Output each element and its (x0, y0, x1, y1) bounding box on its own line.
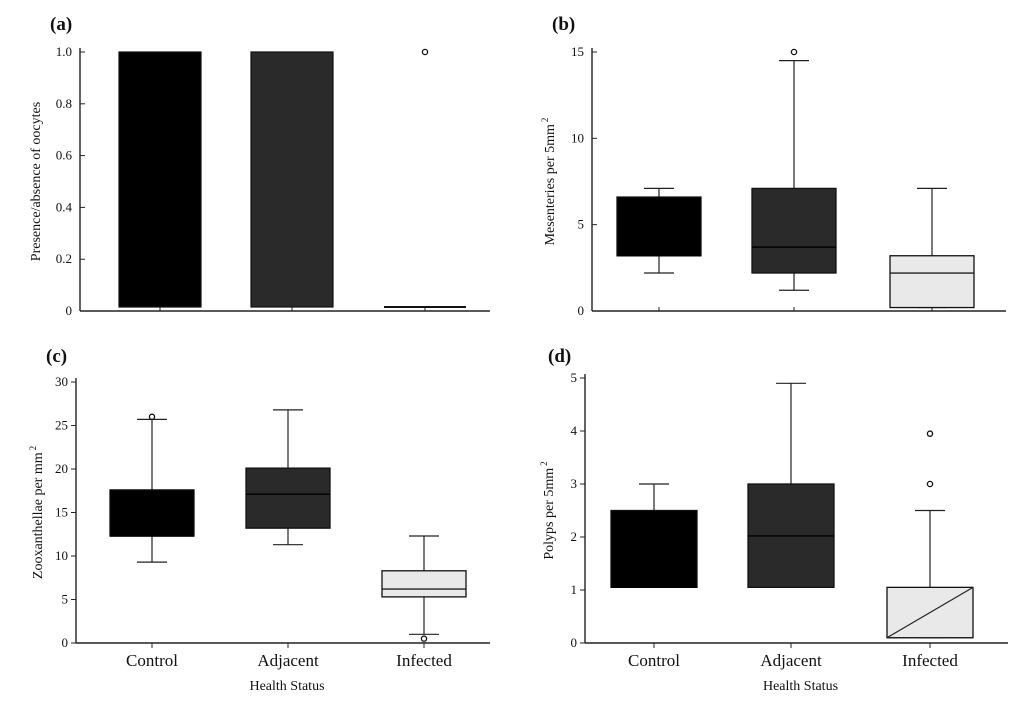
panel-letter: (a) (50, 14, 72, 35)
y-tick-label: 5 (62, 592, 69, 607)
y-axis-label-superscript: 2 (539, 461, 549, 466)
y-tick-label: 15 (55, 505, 68, 520)
panel-b: (b) 0 5 10 15 Mesenteries per 5mm2 (540, 14, 1006, 318)
y-axis-label-text: Presence/absence of oocytes (29, 102, 44, 261)
y-tick-label: 0 (62, 635, 69, 650)
y-tick-label: 5 (578, 217, 585, 232)
outlier-point (790, 48, 798, 56)
y-tick-label: 3 (571, 476, 578, 491)
x-axis-title: Health Status (763, 679, 838, 694)
panel-d: (d) 0 1 2 3 4 5 Polyps per 5mm 2 Control Adjacent I… (539, 346, 1008, 694)
x-axis-title: Health Status (249, 679, 324, 694)
y-tick-label: 0.4 (56, 199, 73, 214)
bar-control (118, 51, 202, 308)
bar-adjacent (250, 51, 334, 308)
x-category-label: Control (126, 651, 178, 670)
y-tick-label: 2 (571, 529, 578, 544)
y-tick-label: 0.2 (56, 251, 72, 266)
y-axis-label: Polyps per 5mm 2 (539, 461, 557, 559)
y-tick-label: 4 (571, 423, 578, 438)
x-category-label: Adjacent (257, 651, 319, 670)
box-control (109, 489, 195, 537)
outlier-point (420, 635, 428, 642)
outlier-point (926, 480, 934, 488)
panel-c: (c) 0 5 10 15 20 25 30 Zooxanthellae per mm2 Cont… (28, 346, 490, 694)
x-category-label: Infected (902, 651, 958, 670)
box-infected (889, 255, 975, 309)
y-tick-label: 20 (55, 461, 68, 476)
y-tick-label: 10 (571, 130, 584, 145)
y-axis-label-text: Zooxanthellae per mm (31, 452, 46, 579)
x-category-label: Adjacent (760, 651, 822, 670)
y-axis-label-text: Mesenteries per 5mm (543, 124, 558, 245)
y-tick-label: 0 (66, 303, 73, 318)
panel-letter: (c) (46, 346, 67, 367)
panel-letter: (d) (548, 346, 571, 367)
y-tick-label: 30 (55, 374, 68, 389)
box-infected (381, 570, 467, 598)
outlier-point (926, 430, 934, 437)
box-adjacent (751, 187, 837, 274)
y-axis-label-text: Polyps per 5mm (542, 468, 557, 560)
x-category-label: Control (628, 651, 680, 670)
box-control (610, 509, 698, 588)
y-tick-label: 5 (571, 370, 578, 385)
y-tick-label: 0 (571, 635, 578, 650)
outlier-point (148, 413, 156, 421)
panel-letter: (b) (552, 14, 575, 35)
y-tick-label: 0.6 (56, 148, 73, 163)
y-axis-label: Mesenteries per 5mm2 (540, 118, 558, 246)
y-tick-label: 1.0 (56, 44, 72, 59)
panel-a: (a) 0 0.2 0.4 0.6 0.8 1.0 Presence/absence of o… (29, 14, 490, 318)
box-diagonal (886, 586, 974, 639)
y-tick-label: 15 (571, 44, 584, 59)
y-axis-label-superscript: 2 (540, 118, 550, 123)
x-category-label: Infected (396, 651, 452, 670)
y-axis-label-superscript: 2 (28, 446, 38, 451)
outlier-point (421, 48, 429, 56)
y-tick-label: 25 (55, 418, 68, 433)
y-tick-label: 0 (578, 303, 585, 318)
y-tick-label: 0.8 (56, 96, 72, 111)
y-tick-label: 10 (55, 548, 68, 563)
y-axis-label: Presence/absence of oocytes (29, 102, 44, 261)
box-adjacent (245, 467, 331, 529)
box-control (616, 196, 702, 257)
y-axis-label: Zooxanthellae per mm2 (28, 446, 46, 579)
y-tick-label: 1 (571, 582, 578, 597)
